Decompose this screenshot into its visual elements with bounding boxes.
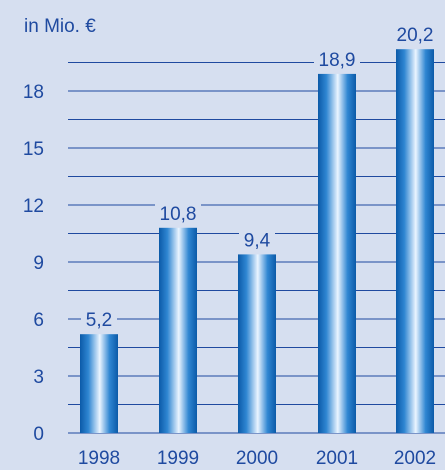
data-label: 5,2 — [86, 310, 112, 331]
x-tick-label: 2001 — [316, 448, 358, 469]
y-tick-label: 12 — [23, 196, 44, 217]
bars — [80, 49, 434, 434]
bar-1999 — [159, 227, 197, 433]
x-tick-label: 1999 — [157, 448, 199, 469]
data-label-bg — [155, 202, 201, 224]
y-tick-label: 18 — [23, 82, 44, 103]
x-tick-label: 2002 — [394, 448, 436, 469]
data-labels: 5,2 10,8 9,4 18,9 20,2 — [81, 24, 438, 331]
y-axis-ticks: 0 3 6 9 12 15 18 — [23, 82, 44, 445]
data-label: 20,2 — [397, 25, 434, 46]
y-tick-label: 0 — [33, 424, 44, 445]
bar-2000 — [238, 254, 276, 433]
data-label-bg — [239, 229, 275, 251]
x-axis-ticks: 1998 1999 2000 2001 2002 — [78, 448, 436, 469]
x-tick-label: 2000 — [236, 448, 278, 469]
data-label-bg — [81, 309, 117, 331]
y-tick-label: 15 — [23, 139, 44, 160]
data-label-bg — [392, 24, 438, 46]
y-tick-label: 3 — [33, 367, 44, 388]
data-label: 9,4 — [244, 230, 271, 251]
bar-2002 — [396, 49, 434, 433]
bar-1998 — [80, 334, 118, 433]
unit-label: in Mio. € — [24, 16, 96, 37]
x-tick-label: 1998 — [78, 448, 120, 469]
data-label: 18,9 — [319, 50, 356, 71]
data-label-bg — [314, 48, 360, 70]
y-tick-label: 6 — [33, 310, 44, 331]
data-label: 10,8 — [160, 204, 197, 225]
y-tick-label: 9 — [33, 253, 44, 274]
bar-2001 — [318, 73, 356, 434]
